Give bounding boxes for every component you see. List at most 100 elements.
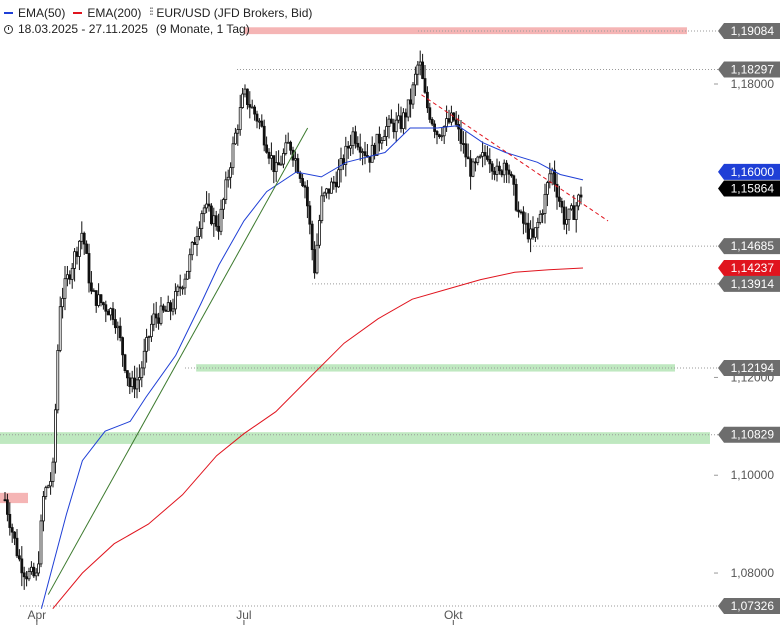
candle-body xyxy=(73,251,76,269)
candle-body xyxy=(397,115,401,121)
candle-body xyxy=(399,115,403,129)
candle-body xyxy=(92,290,96,293)
price-label[interactable]: 1,15864 xyxy=(718,180,780,197)
price-label[interactable]: 1,13914 xyxy=(718,275,780,292)
candle-body xyxy=(176,286,180,292)
legend-ema50[interactable]: EMA(50) xyxy=(4,5,65,21)
candle-body xyxy=(543,193,547,214)
candle-body xyxy=(111,308,115,320)
candle-body xyxy=(22,572,26,578)
price-label-text: 1,07326 xyxy=(731,599,775,613)
candle-body xyxy=(56,350,60,411)
candle-body xyxy=(272,155,276,173)
candle-body xyxy=(3,499,7,502)
candle-body xyxy=(495,165,499,175)
candle-body xyxy=(310,223,314,251)
x-axis: Apr Jul Okt xyxy=(28,608,463,625)
candle-body xyxy=(226,176,230,181)
price-label-bg xyxy=(718,426,780,443)
price-label[interactable]: 1,18297 xyxy=(718,61,780,78)
candle-body xyxy=(531,228,535,238)
candle-body xyxy=(207,203,211,207)
candle-body xyxy=(241,93,245,108)
ema50-label: EMA(50) xyxy=(18,6,66,20)
candle-body xyxy=(114,319,117,329)
candle-body xyxy=(349,145,353,149)
legend-row-indicators: EMA(50) EMA(200) ⫶⫶ EUR/USD (JFD Brokers… xyxy=(4,5,320,21)
y-tick-label: 1,08000 xyxy=(731,566,775,580)
candle-body xyxy=(274,162,278,173)
candle-body xyxy=(90,282,93,292)
candle-body xyxy=(212,215,216,225)
candle-body xyxy=(493,170,497,175)
price-label[interactable]: 1,07326 xyxy=(718,598,780,614)
candle-body xyxy=(370,144,374,163)
candle-body xyxy=(485,155,489,160)
price-label[interactable]: 1,14685 xyxy=(718,238,780,255)
price-label-bg xyxy=(718,23,780,39)
candle-body xyxy=(401,112,405,129)
candle-body xyxy=(262,125,266,146)
candle-body xyxy=(154,313,158,319)
price-label-bg xyxy=(718,359,780,376)
price-label[interactable]: 1,14237 xyxy=(718,260,780,277)
candle-body xyxy=(315,244,319,274)
candle-body xyxy=(560,200,564,208)
candle-body xyxy=(322,192,326,197)
legend-instrument[interactable]: ⫶⫶ EUR/USD (JFD Brokers, Bid) xyxy=(149,5,312,21)
period-text: 18.03.2025 - 27.11.2025 xyxy=(18,22,148,36)
candle-body xyxy=(217,225,221,232)
candle-body xyxy=(161,305,165,311)
candle-body xyxy=(536,222,540,229)
candle-body xyxy=(265,144,269,153)
price-label[interactable]: 1,19084 xyxy=(718,23,780,39)
price-label-text: 1,15864 xyxy=(731,181,775,195)
y-tick-label: 1,18000 xyxy=(731,77,775,91)
candle-body xyxy=(281,153,285,165)
ema200-label: EMA(200) xyxy=(87,6,142,20)
price-label[interactable]: 1,10829 xyxy=(718,426,780,443)
x-tick-label: Apr xyxy=(28,608,47,622)
price-label-text: 1,10829 xyxy=(731,428,775,442)
candle-body xyxy=(363,151,367,156)
candle-body xyxy=(109,308,112,316)
candle-body xyxy=(106,310,110,316)
candle-body xyxy=(193,242,197,245)
candle-body xyxy=(10,527,14,533)
candle-body xyxy=(121,337,124,356)
candle-body xyxy=(380,140,384,144)
candle-body xyxy=(497,165,501,172)
candle-body xyxy=(548,173,552,184)
legend-ema200[interactable]: EMA(200) xyxy=(73,5,141,21)
lines-layer xyxy=(40,94,609,610)
price-label[interactable]: 1,12194 xyxy=(718,359,780,376)
candle-body xyxy=(267,151,271,159)
candle-body xyxy=(481,152,485,157)
candle-body xyxy=(80,232,84,242)
legend-period[interactable]: 18.03.2025 - 27.11.2025 (9 Monate, 1 Tag… xyxy=(4,21,250,37)
candle-body xyxy=(555,183,559,198)
candle-body xyxy=(368,156,372,163)
price-label[interactable]: 1,16000 xyxy=(718,163,780,180)
candle-body xyxy=(437,134,441,137)
candle-body xyxy=(490,163,494,172)
candle-body xyxy=(553,169,556,185)
candle-body xyxy=(565,219,568,225)
price-label-bg xyxy=(718,180,780,197)
candle-body xyxy=(68,274,72,280)
candle-body xyxy=(418,61,422,66)
candle-body xyxy=(507,169,511,175)
period-detail: (9 Monate, 1 Tag) xyxy=(155,22,250,36)
candle-body xyxy=(260,120,264,127)
candle-body xyxy=(238,107,242,131)
candle-body xyxy=(245,88,249,105)
price-label-text: 1,16000 xyxy=(731,165,775,179)
candle-body xyxy=(169,302,173,312)
candle-body xyxy=(502,162,506,176)
candle-body xyxy=(190,242,194,256)
candle-body xyxy=(253,106,257,115)
candle-body xyxy=(221,199,225,210)
price-label-text: 1,13914 xyxy=(731,277,775,291)
candle-body xyxy=(25,576,29,580)
